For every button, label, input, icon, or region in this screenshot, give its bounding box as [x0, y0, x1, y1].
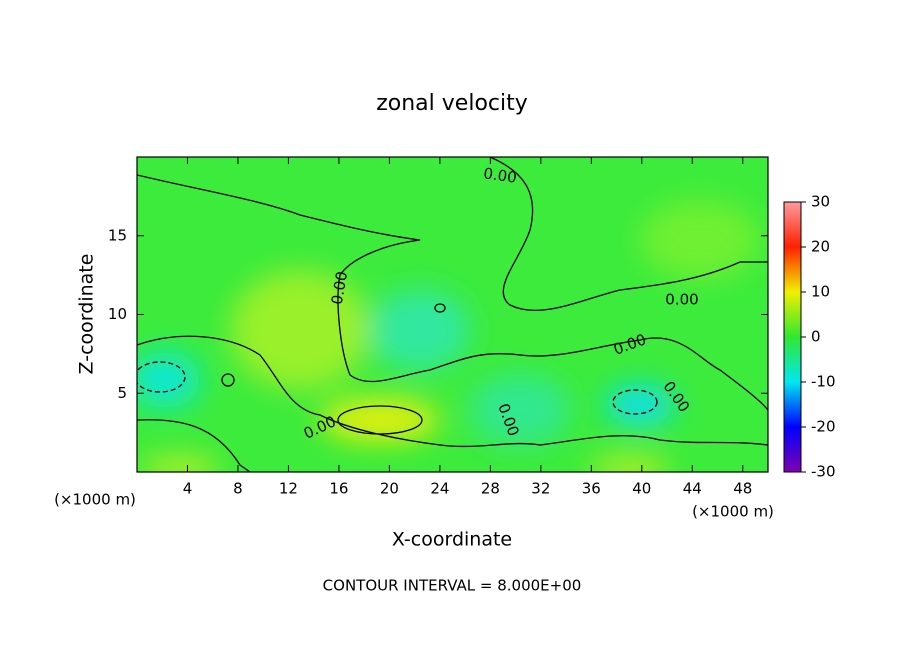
- x-axis-label: X-coordinate: [392, 529, 512, 551]
- x-tick-label: 8: [233, 480, 243, 498]
- x-tick-label: 4: [183, 480, 193, 498]
- x-tick-label: 44: [683, 480, 702, 498]
- colorbar-tick-label: 20: [811, 238, 830, 256]
- colorbar-tick-label: -30: [811, 463, 836, 481]
- contour-label: 0.00: [482, 164, 518, 186]
- x-tick-label: 48: [733, 480, 752, 498]
- y-unit-label: (×1000 m): [54, 491, 136, 509]
- colorbar: [783, 201, 802, 473]
- chart-title: zonal velocity: [376, 91, 528, 116]
- x-tick-label: 24: [430, 480, 449, 498]
- field: [137, 157, 768, 472]
- y-tick-label: 10: [108, 305, 127, 323]
- x-tick-label: 36: [582, 480, 601, 498]
- contour-label: 0.00: [328, 270, 352, 306]
- colorbar-tick-label: 0: [811, 328, 821, 346]
- x-tick-label: 12: [279, 480, 298, 498]
- x-unit-label: (×1000 m): [692, 503, 774, 521]
- x-tick-label: 28: [481, 480, 500, 498]
- y-tick-label: 5: [117, 384, 127, 402]
- colorbar-tick-label: -10: [811, 373, 836, 391]
- y-tick-label: 15: [108, 226, 127, 244]
- contour-label: 0.00: [665, 291, 698, 309]
- y-axis-label: Z-coordinate: [76, 254, 98, 375]
- x-tick-label: 20: [380, 480, 399, 498]
- colorbar-tick-label: 10: [811, 283, 830, 301]
- x-tick-label: 16: [329, 480, 348, 498]
- colorbar-tick-label: 30: [811, 193, 830, 211]
- x-tick-label: 40: [632, 480, 651, 498]
- footer: CONTOUR INTERVAL = 8.000E+00: [323, 577, 582, 595]
- colorbar-tick-label: -20: [811, 418, 836, 436]
- x-tick-label: 32: [531, 480, 550, 498]
